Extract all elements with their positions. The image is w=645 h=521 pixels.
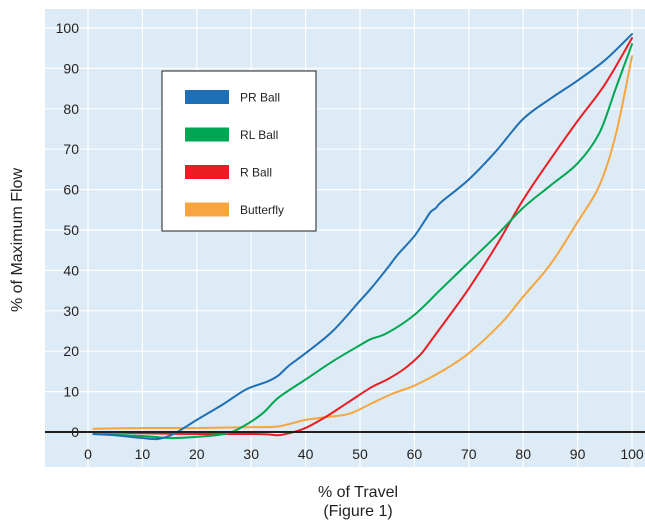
y-tick-label: 60 — [63, 182, 79, 198]
y-tick-label: 30 — [63, 303, 79, 319]
x-tick-label: 90 — [570, 446, 586, 462]
y-tick-label: 10 — [63, 384, 79, 400]
x-tick-labels: 0 10 20 30 40 50 60 70 80 90 100 — [84, 446, 644, 462]
series-group — [92, 33, 633, 441]
y-tick-label: 70 — [63, 141, 79, 157]
x-tick-label: 100 — [620, 446, 644, 462]
y-axis-title: % of Maximum Flow — [9, 168, 26, 312]
y-tick-label: 0 — [71, 424, 79, 440]
x-tick-label: 70 — [461, 446, 477, 462]
y-tick-label: 100 — [56, 20, 80, 36]
legend: PR Ball RL Ball R Ball Butterfly — [161, 70, 317, 232]
legend-swatch-r-ball — [185, 165, 229, 179]
y-tick-label: 40 — [63, 262, 79, 278]
series-line-r-ball — [92, 37, 633, 437]
legend-label-butterfly: Butterfly — [240, 203, 284, 217]
series-line-butterfly — [92, 55, 633, 430]
x-tick-label: 60 — [407, 446, 423, 462]
x-tick-label: 0 — [84, 446, 92, 462]
x-tick-label: 10 — [135, 446, 151, 462]
y-tick-label: 50 — [63, 222, 79, 238]
legend-swatch-butterfly — [185, 202, 229, 217]
legend-label-r-ball: R Ball — [240, 166, 272, 180]
x-tick-label: 30 — [243, 446, 259, 462]
x-tick-label: 80 — [515, 446, 531, 462]
plot-background — [45, 9, 645, 467]
y-tick-labels: 0 10 20 30 40 50 60 70 80 90 100 — [56, 20, 80, 440]
series-line-pr-ball — [92, 33, 633, 441]
x-tick-label: 20 — [189, 446, 205, 462]
legend-label-rl-ball: RL Ball — [240, 128, 278, 142]
series-line-rl-ball — [92, 43, 633, 440]
legend-label-pr-ball: PR Ball — [240, 91, 280, 105]
y-tick-label: 20 — [63, 343, 79, 359]
y-tick-label: 90 — [63, 60, 79, 76]
x-tick-label: 40 — [298, 446, 314, 462]
legend-swatch-rl-ball — [185, 127, 229, 142]
y-tick-label: 80 — [63, 101, 79, 117]
x-tick-label: 50 — [352, 446, 368, 462]
figure-caption: (Figure 1) — [323, 503, 392, 520]
legend-swatch-pr-ball — [185, 90, 229, 104]
x-axis-title: % of Travel — [318, 484, 398, 501]
